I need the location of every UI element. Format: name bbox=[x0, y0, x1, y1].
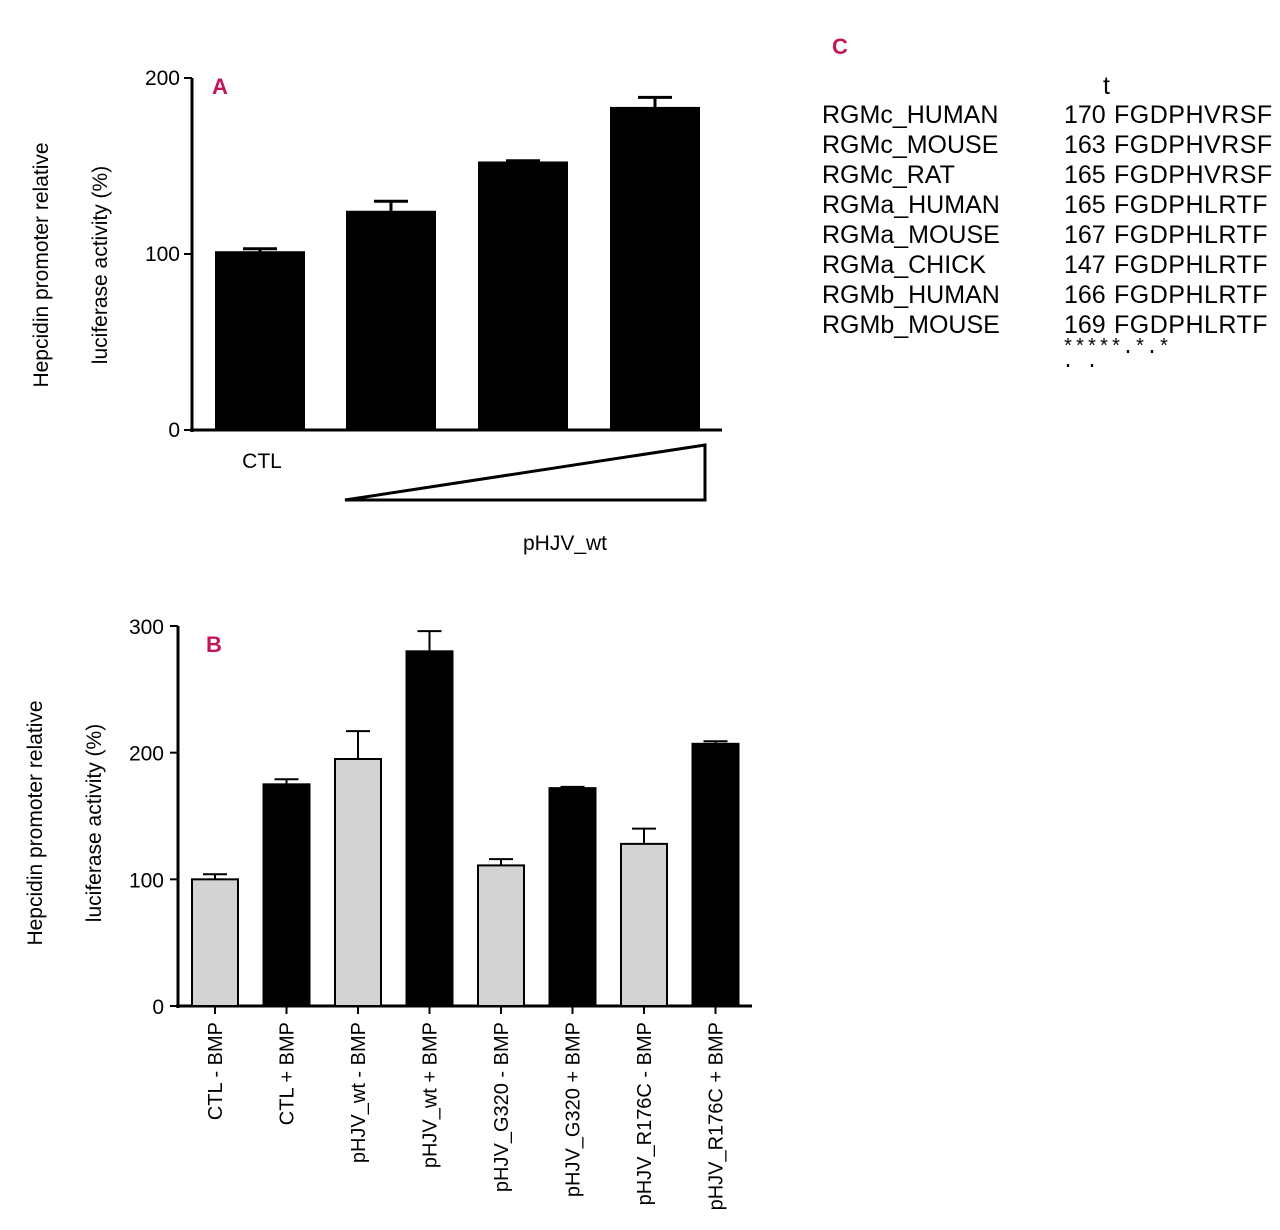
panel-b-ytick-label: 200 bbox=[129, 743, 164, 766]
panel-a-label: A bbox=[212, 74, 228, 99]
alignment-row: RGMb_HUMAN 166 FGDPHLRTF bbox=[822, 280, 1273, 310]
panel-a-bar bbox=[610, 106, 700, 431]
alignment-sequence: FGDPHLRTF bbox=[1114, 221, 1269, 249]
alignment-consensus: *****.*.* bbox=[1062, 337, 1171, 360]
panel-b-category-label: pHJV_R176C - BMP bbox=[634, 1022, 656, 1205]
alignment-sequence: FGDPHVRSF bbox=[1114, 131, 1273, 159]
panel-b-bar bbox=[334, 758, 382, 1007]
alignment-sequence-name: RGMb_MOUSE bbox=[822, 311, 1000, 339]
alignment-row: RGMa_HUMAN 165 FGDPHLRTF bbox=[822, 190, 1273, 220]
panel-b-category-label: pHJV_G320 - BMP bbox=[491, 1022, 513, 1192]
alignment-start-position: 170 bbox=[1064, 101, 1106, 129]
panel-b-category-label: CTL + BMP bbox=[277, 1022, 299, 1125]
panel-b-category-label: pHJV_G320 + BMP bbox=[563, 1022, 585, 1197]
panel-b-ytick-label: 300 bbox=[129, 616, 164, 639]
panel-a-bar bbox=[346, 210, 436, 431]
panel-a-category-ctl: CTL bbox=[242, 450, 282, 473]
panel-b-category-label: CTL - BMP bbox=[205, 1022, 227, 1120]
panel-b-bar bbox=[691, 742, 740, 1007]
alignment-start-position: 165 bbox=[1064, 161, 1106, 189]
alignment-sequence-name: RGMc_RAT bbox=[822, 161, 955, 189]
concentration-gradient-triangle bbox=[344, 443, 707, 502]
panel-a-ytick-label: 0 bbox=[168, 419, 180, 442]
alignment-sequence: FGDPHLRTF bbox=[1114, 311, 1269, 339]
alignment-start-position: 165 bbox=[1064, 191, 1106, 219]
panel-a-ylabel-line2: luciferase activity (%) bbox=[89, 166, 112, 364]
panel-c-label: C bbox=[832, 34, 848, 59]
alignment-start-position: 147 bbox=[1064, 251, 1106, 279]
alignment-sequence-name: RGMb_HUMAN bbox=[822, 281, 1000, 309]
alignment-sequence: FGDPHLRTF bbox=[1114, 191, 1269, 219]
panel-b-ylabel-line2: luciferase activity (%) bbox=[83, 724, 106, 922]
alignment-sequence-name: RGMc_MOUSE bbox=[822, 131, 999, 159]
panel-b-bar bbox=[477, 864, 525, 1008]
alignment-row: RGMc_MOUSE 163 FGDPHVRSF bbox=[822, 130, 1273, 160]
alignment-start-position: 167 bbox=[1064, 221, 1106, 249]
panel-b-ytick-label: 100 bbox=[129, 869, 164, 892]
alignment-sequence-name: RGMa_HUMAN bbox=[822, 191, 1000, 219]
panel-b-category-label: pHJV_wt - BMP bbox=[348, 1022, 370, 1163]
alignment-row: RGMc_HUMAN 170 FGDPHVRSF bbox=[822, 100, 1273, 130]
alignment-sequence-name: RGMc_HUMAN bbox=[822, 101, 999, 129]
alignment-sequence-name: RGMa_MOUSE bbox=[822, 221, 1000, 249]
panel-b-bar bbox=[548, 787, 597, 1008]
panel-b-label: B bbox=[206, 632, 222, 657]
alignment-position-marker: t bbox=[1103, 72, 1110, 100]
alignment-row: RGMb_MOUSE 169 FGDPHLRTF bbox=[822, 310, 1273, 340]
panel-b-category-label: pHJV_R176C + BMP bbox=[706, 1022, 728, 1210]
panel-b-ylabel-line1: Hepcidin promoter relative bbox=[24, 700, 47, 945]
alignment-consensus-line2: . . bbox=[1062, 351, 1099, 374]
alignment-sequence: FGDPHLRTF bbox=[1114, 251, 1269, 279]
panel-a-ytick-label: 200 bbox=[145, 67, 180, 90]
panel-b-bar bbox=[262, 783, 311, 1007]
alignment-sequence: FGDPHVRSF bbox=[1114, 101, 1273, 129]
gradient-label: pHJV_wt bbox=[523, 532, 607, 555]
panel-a-bar bbox=[478, 161, 568, 431]
alignment-sequence: FGDPHLRTF bbox=[1114, 281, 1269, 309]
panel-b-bar bbox=[620, 842, 668, 1007]
alignment-sequence-name: RGMa_CHICK bbox=[822, 251, 986, 279]
alignment-start-position: 163 bbox=[1064, 131, 1106, 159]
panel-a-ylabel-line1: Hepcidin promoter relative bbox=[30, 142, 53, 387]
alignment-start-position: 166 bbox=[1064, 281, 1106, 309]
sequence-alignment: RGMc_HUMAN 170 FGDPHVRSF RGMc_MOUSE 163 FGDPH… bbox=[822, 100, 1273, 340]
panel-a-chart: A Hepcidin promoter relative luciferase … bbox=[30, 67, 722, 555]
alignment-row: RGMa_CHICK 147 FGDPHLRTF bbox=[822, 250, 1273, 280]
panel-a-ytick-label: 100 bbox=[145, 243, 180, 266]
panel-a-bar bbox=[215, 251, 305, 431]
panel-b-chart: B Hepcidin promoter relative luciferase … bbox=[24, 616, 752, 1210]
panel-b-ytick-label: 0 bbox=[152, 996, 164, 1019]
alignment-row: RGMa_MOUSE 167 FGDPHLRTF bbox=[822, 220, 1273, 250]
panel-b-bar bbox=[405, 650, 454, 1007]
alignment-sequence: FGDPHVRSF bbox=[1114, 161, 1273, 189]
alignment-row: RGMc_RAT 165 FGDPHVRSF bbox=[822, 160, 1273, 190]
panel-b-category-label: pHJV_wt + BMP bbox=[420, 1022, 442, 1168]
panel-b-bar bbox=[191, 878, 239, 1007]
alignment-start-position: 169 bbox=[1064, 311, 1106, 339]
